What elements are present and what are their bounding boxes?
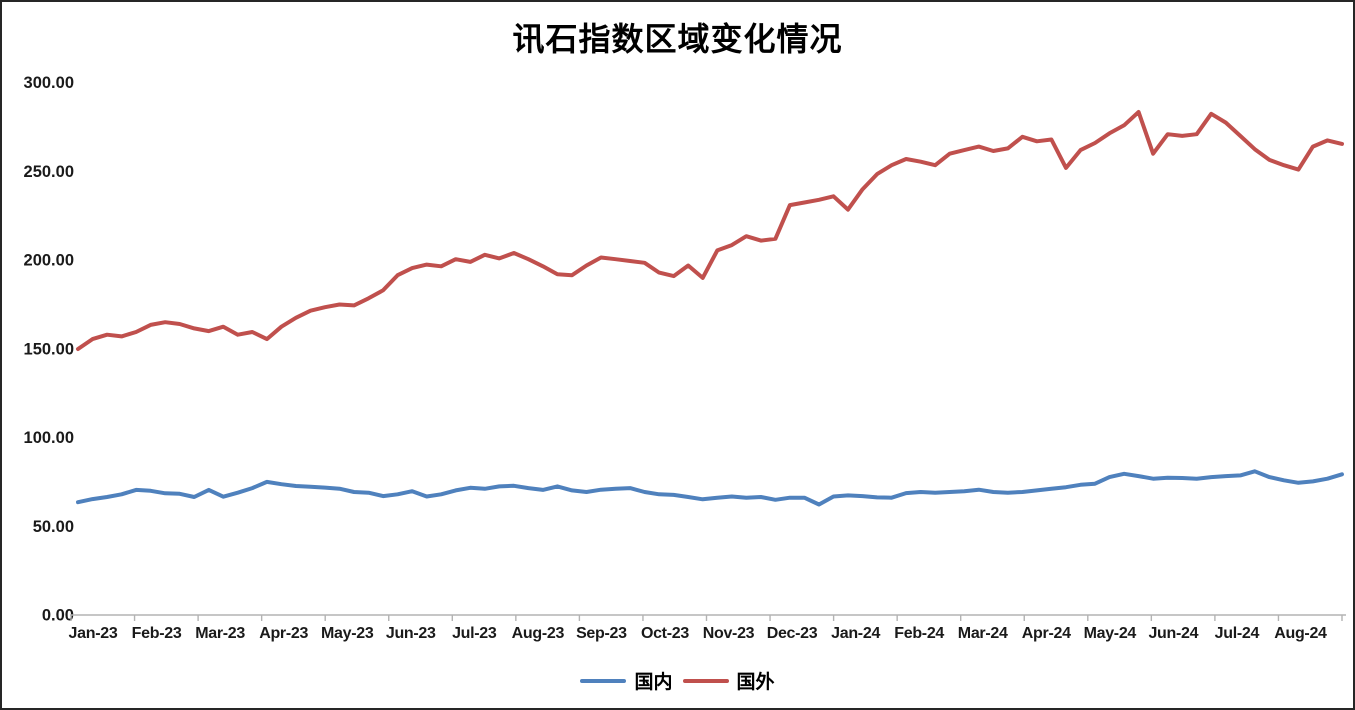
legend-line-domestic-icon: [580, 678, 627, 683]
legend: 国内 国外: [2, 667, 1353, 694]
x-axis-tick-label: Feb-24: [894, 625, 944, 642]
legend-label-overseas: 国外: [736, 671, 775, 693]
legend-item-domestic: 国内: [580, 667, 673, 694]
x-axis-tick-label: May-24: [1084, 625, 1137, 642]
x-axis-tick-label: Feb-23: [132, 625, 182, 642]
x-axis-tick-label: Aug-24: [1274, 625, 1327, 642]
x-axis-tick-label: Aug-23: [512, 625, 565, 642]
y-axis-tick-label: 200.00: [24, 252, 74, 270]
x-axis-tick-label: Apr-23: [259, 625, 308, 642]
legend-line-overseas-icon: [682, 678, 729, 683]
x-axis-tick-label: Jun-23: [386, 625, 436, 642]
x-axis-tick-label: Apr-24: [1022, 625, 1071, 642]
legend-item-overseas: 国外: [682, 667, 775, 694]
series-line-overseas: [76, 110, 1344, 351]
x-axis-tick-label: Jan-23: [69, 625, 118, 642]
x-axis-tick-label: Oct-23: [641, 625, 689, 642]
x-axis-tick-label: Jun-24: [1148, 625, 1198, 642]
legend-label-domestic: 国内: [634, 671, 673, 693]
x-axis-tick-label: Nov-23: [703, 625, 755, 642]
y-axis-tick-label: 50.00: [33, 518, 74, 536]
chart-title: 讯石指数区域变化情况: [512, 20, 843, 58]
y-axis-tick-label: 250.00: [24, 163, 74, 181]
y-axis-tick-label: 150.00: [24, 340, 74, 358]
x-axis-tick-label: Jul-24: [1215, 625, 1260, 642]
y-axis-tick-label: 300.00: [24, 74, 74, 92]
series-line-domestic: [76, 469, 1344, 507]
x-axis-tick-label: Mar-23: [195, 625, 245, 642]
x-axis-tick-label: Jan-24: [831, 625, 880, 642]
y-axis-tick-label: 100.00: [24, 429, 74, 447]
x-axis-tick-label: Dec-23: [767, 625, 818, 642]
x-axis-tick-label: May-23: [321, 625, 374, 642]
x-axis-tick-label: Mar-24: [958, 625, 1008, 642]
y-axis-tick-label: 0.00: [42, 607, 74, 625]
x-axis-tick-label: Jul-23: [452, 625, 497, 642]
x-axis-tick-label: Sep-23: [576, 625, 627, 642]
